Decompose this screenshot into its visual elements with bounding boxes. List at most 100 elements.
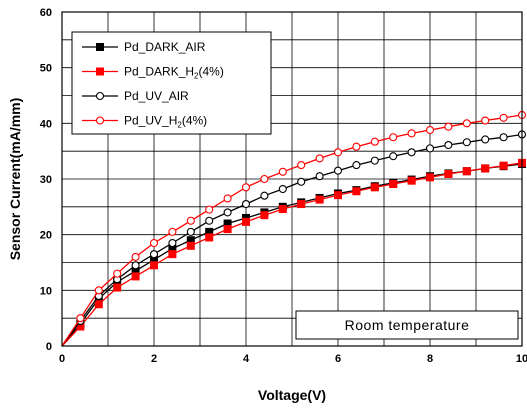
data-point xyxy=(481,135,490,144)
data-point xyxy=(131,252,140,261)
data-point xyxy=(297,177,306,186)
data-point xyxy=(333,166,343,175)
series-4 xyxy=(61,110,527,347)
data-point xyxy=(186,227,195,236)
series-layer xyxy=(61,110,527,347)
data-point xyxy=(315,195,324,204)
legend-marker xyxy=(96,43,104,51)
data-point xyxy=(260,191,269,200)
data-point xyxy=(499,113,508,122)
legend-box xyxy=(71,31,272,135)
data-point xyxy=(462,138,471,147)
legend-label: Pd_DARK_H2(4%) xyxy=(124,65,224,81)
data-point xyxy=(205,233,214,242)
x-tick-label: 0 xyxy=(59,353,65,365)
x-tick-label: 8 xyxy=(427,353,433,365)
data-point xyxy=(407,176,416,185)
data-point xyxy=(444,169,453,178)
plot-frame xyxy=(61,11,523,347)
data-point xyxy=(352,161,361,170)
data-point xyxy=(333,148,343,157)
y-tick-label: 30 xyxy=(40,174,52,186)
series-3 xyxy=(61,130,527,347)
data-point xyxy=(481,164,490,173)
data-point xyxy=(168,238,177,248)
data-point xyxy=(315,154,324,163)
data-point xyxy=(481,116,490,125)
data-point xyxy=(150,261,158,270)
data-point xyxy=(352,187,361,196)
data-point xyxy=(241,183,251,192)
annotation: Room temperature xyxy=(295,310,519,340)
data-point xyxy=(168,250,177,259)
y-tick-label: 10 xyxy=(40,285,52,297)
legend-marker xyxy=(95,116,105,125)
data-point xyxy=(113,269,122,278)
data-point xyxy=(389,180,398,189)
y-axis-title: Sensor Current(mA/mm) xyxy=(7,98,23,261)
data-point xyxy=(407,129,416,138)
y-tick-label: 20 xyxy=(40,230,52,242)
data-point xyxy=(389,133,398,142)
data-point xyxy=(113,283,122,292)
data-point xyxy=(389,152,398,161)
data-point xyxy=(297,200,306,209)
data-point xyxy=(260,174,269,184)
data-point xyxy=(407,148,416,157)
data-point xyxy=(426,173,434,182)
data-point xyxy=(186,241,195,250)
y-tick-label: 60 xyxy=(40,7,52,19)
x-axis-title: Voltage(V) xyxy=(258,387,326,403)
data-point xyxy=(260,211,269,220)
data-point xyxy=(278,167,287,176)
legend-label: Pd_UV_AIR xyxy=(124,89,189,103)
x-tick-label: 4 xyxy=(243,353,250,365)
data-point xyxy=(425,144,435,153)
data-point xyxy=(444,140,453,150)
data-point xyxy=(499,161,508,170)
tick-labels: 0 2 4 6 8 10 0 10 20 30 40 50 60 xyxy=(40,7,527,365)
data-point xyxy=(131,261,140,270)
data-point xyxy=(334,191,342,200)
data-point xyxy=(242,217,250,226)
data-point xyxy=(370,156,379,165)
data-point xyxy=(205,216,214,225)
legend-marker xyxy=(96,67,104,76)
data-point xyxy=(94,300,103,309)
data-point xyxy=(149,250,159,259)
data-point xyxy=(131,272,140,281)
x-tick-label: 6 xyxy=(335,353,341,365)
data-point xyxy=(223,208,232,217)
data-point xyxy=(278,184,287,194)
data-point xyxy=(352,142,361,151)
data-point xyxy=(462,167,471,176)
data-point xyxy=(370,137,379,146)
data-point xyxy=(297,161,306,170)
data-point xyxy=(186,216,195,225)
annotation-text: Room temperature xyxy=(345,317,470,333)
data-point xyxy=(241,200,251,209)
annotation-box xyxy=(295,310,519,340)
data-point xyxy=(499,133,508,142)
data-point xyxy=(462,119,471,128)
data-point xyxy=(223,225,232,234)
data-point xyxy=(315,172,324,181)
data-point xyxy=(425,125,435,135)
data-point xyxy=(76,314,85,323)
x-tick-label: 2 xyxy=(151,353,157,365)
y-tick-label: 50 xyxy=(40,63,52,75)
data-point xyxy=(205,205,214,214)
data-point xyxy=(94,286,103,295)
y-tick-label: 40 xyxy=(40,118,52,130)
x-tick-label: 10 xyxy=(516,353,527,365)
data-point xyxy=(278,205,287,214)
legend-label: Pd_UV_H2(4%) xyxy=(124,114,207,130)
data-point xyxy=(223,194,232,203)
data-point xyxy=(168,227,177,236)
data-point xyxy=(444,122,453,131)
legend-label: Pd_DARK_AIR xyxy=(124,40,206,54)
y-tick-label: 0 xyxy=(46,341,52,353)
series-2 xyxy=(61,158,526,347)
legend: Pd_DARK_AIR Pd_DARK_H2(4%) Pd_UV_AIR Pd_UV_… xyxy=(71,31,272,135)
